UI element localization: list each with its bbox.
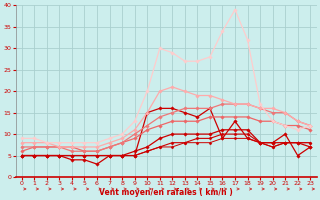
X-axis label: Vent moyen/en rafales ( km/h ): Vent moyen/en rafales ( km/h ) — [99, 188, 233, 197]
